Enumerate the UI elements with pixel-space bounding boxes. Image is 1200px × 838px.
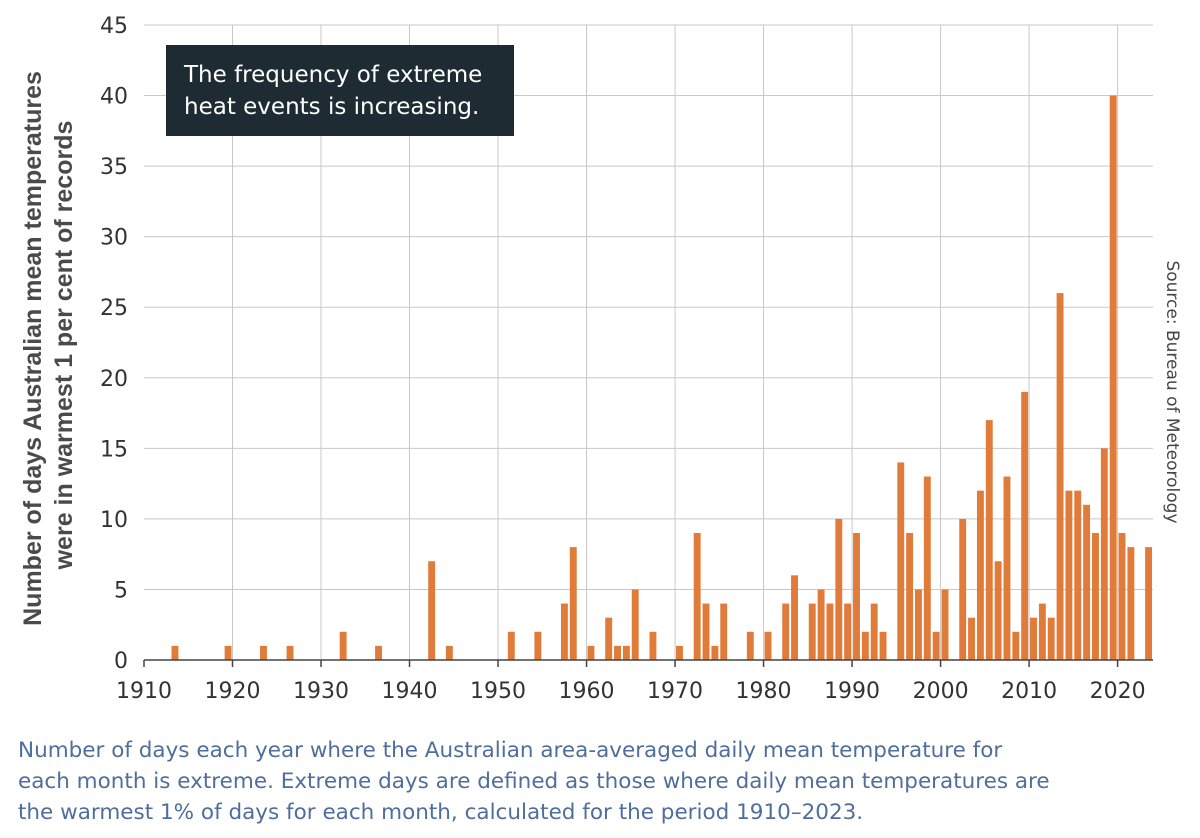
y-tick-label: 35 (100, 155, 128, 180)
bar-chart: 0 5 10 15 20 25 30 35 40 45 1910 1920 1930 1940 1950 19… (19, 14, 1182, 704)
source-note: Source: Bureau of Meteorology (1162, 260, 1182, 523)
y-tick-label: 10 (100, 508, 128, 533)
bar-1972 (693, 533, 701, 660)
bar-2005 (985, 420, 993, 660)
bar-1942 (428, 561, 436, 660)
bar-2014 (1065, 490, 1073, 660)
bar-1958 (569, 547, 577, 660)
bar-2003 (968, 617, 976, 660)
bar-1983 (791, 575, 798, 660)
bar-2000 (941, 589, 949, 660)
y-tick-label: 15 (100, 437, 128, 462)
x-tick-label: 1910 (116, 679, 172, 704)
bar-1967 (649, 631, 657, 660)
caption-line-2: each month is extreme. Extreme days are … (18, 769, 1050, 794)
bar-1954 (534, 631, 542, 660)
bar-1975 (720, 603, 728, 660)
bar-2002 (959, 518, 967, 660)
bar-1989 (844, 603, 852, 660)
bar-1988 (835, 518, 843, 660)
bar-1965 (631, 589, 639, 660)
bar-2021 (1127, 547, 1135, 660)
bar-2006 (994, 561, 1002, 660)
x-tick-label: 1990 (824, 679, 880, 704)
y-axis-label: Number of days Australian mean temperatu… (19, 64, 78, 626)
bar-1985 (808, 603, 816, 660)
bar-2007 (1003, 476, 1011, 660)
axes: 0 5 10 15 20 25 30 35 40 45 1910 1920 1930 1940 1950 19… (100, 14, 1153, 704)
bar-2023 (1145, 547, 1153, 660)
y-tick-label: 45 (100, 14, 128, 39)
bar-2018 (1100, 448, 1108, 660)
bar-1963 (614, 645, 621, 660)
y-tick-label: 40 (100, 85, 128, 110)
figure-caption: Number of days each year where the Austr… (18, 735, 1193, 828)
caption-line-1: Number of days each year where the Austr… (18, 738, 1003, 763)
bar-1936 (375, 645, 383, 660)
bar-1982 (782, 603, 790, 660)
y-tick-label: 25 (100, 296, 128, 321)
bar-1987 (826, 603, 834, 660)
bar-1919 (224, 645, 232, 660)
bar-1960 (587, 645, 595, 660)
bar-2004 (976, 490, 984, 660)
x-tick-label: 1970 (647, 679, 703, 704)
bar-1970 (676, 645, 683, 660)
callout-line-1: The frequency of extreme (184, 62, 483, 88)
x-tick-label: 2000 (913, 679, 969, 704)
bar-1997 (914, 589, 922, 660)
bar-1932 (339, 631, 347, 660)
x-tick-label: 2020 (1090, 679, 1146, 704)
x-tick-label: 2010 (1001, 679, 1057, 704)
bar-1964 (622, 645, 630, 660)
y-tick-label: 0 (114, 649, 128, 674)
bar-2019 (1109, 95, 1117, 661)
bar-2009 (1021, 391, 1029, 660)
bar-2012 (1047, 617, 1055, 660)
bar-2020 (1118, 533, 1126, 660)
bar-1951 (507, 631, 515, 660)
bar-1957 (560, 603, 568, 660)
x-tick-label: 1950 (470, 679, 526, 704)
bar-1986 (817, 589, 825, 660)
bar-1999 (932, 631, 940, 660)
bar-1926 (286, 645, 294, 660)
y-tick-label: 5 (114, 578, 128, 603)
bar-1962 (605, 617, 613, 660)
y-tick-label: 30 (100, 226, 128, 251)
callout-box: The frequency of extreme heat events is … (166, 45, 514, 136)
bar-1995 (897, 462, 905, 660)
x-tick-label: 1920 (205, 679, 261, 704)
x-tick-label: 1980 (736, 679, 792, 704)
y-tick-label: 20 (100, 367, 128, 392)
bars (171, 95, 1153, 661)
bar-1974 (711, 645, 719, 660)
bar-1913 (171, 645, 179, 660)
bar-1998 (923, 476, 931, 660)
y-axis-label-line-1: Number of days Australian mean temperatu… (19, 71, 47, 626)
x-tick-label: 1940 (382, 679, 438, 704)
bar-2010 (1030, 617, 1037, 660)
bar-1993 (879, 631, 887, 660)
x-tick-label: 1960 (559, 679, 615, 704)
bar-2011 (1038, 603, 1046, 660)
bar-2013 (1056, 293, 1064, 660)
bar-1978 (746, 631, 754, 660)
bar-1991 (861, 631, 869, 660)
bar-2017 (1092, 533, 1099, 660)
bar-1973 (702, 603, 710, 660)
bar-2016 (1083, 504, 1091, 660)
bar-2015 (1074, 490, 1082, 660)
caption-line-3: the warmest 1% of days for each month, c… (18, 800, 864, 825)
bar-1944 (445, 645, 453, 660)
bar-1992 (870, 603, 878, 660)
bar-2008 (1012, 631, 1020, 660)
x-tick-label: 1930 (293, 679, 349, 704)
bar-1996 (906, 533, 914, 660)
bar-1923 (260, 645, 267, 660)
bar-1990 (853, 533, 860, 660)
bar-1980 (764, 631, 772, 660)
y-axis-label-line-2: were in warmest 1 per cent of records (50, 121, 78, 571)
callout-line-2: heat events is increasing. (184, 94, 480, 120)
